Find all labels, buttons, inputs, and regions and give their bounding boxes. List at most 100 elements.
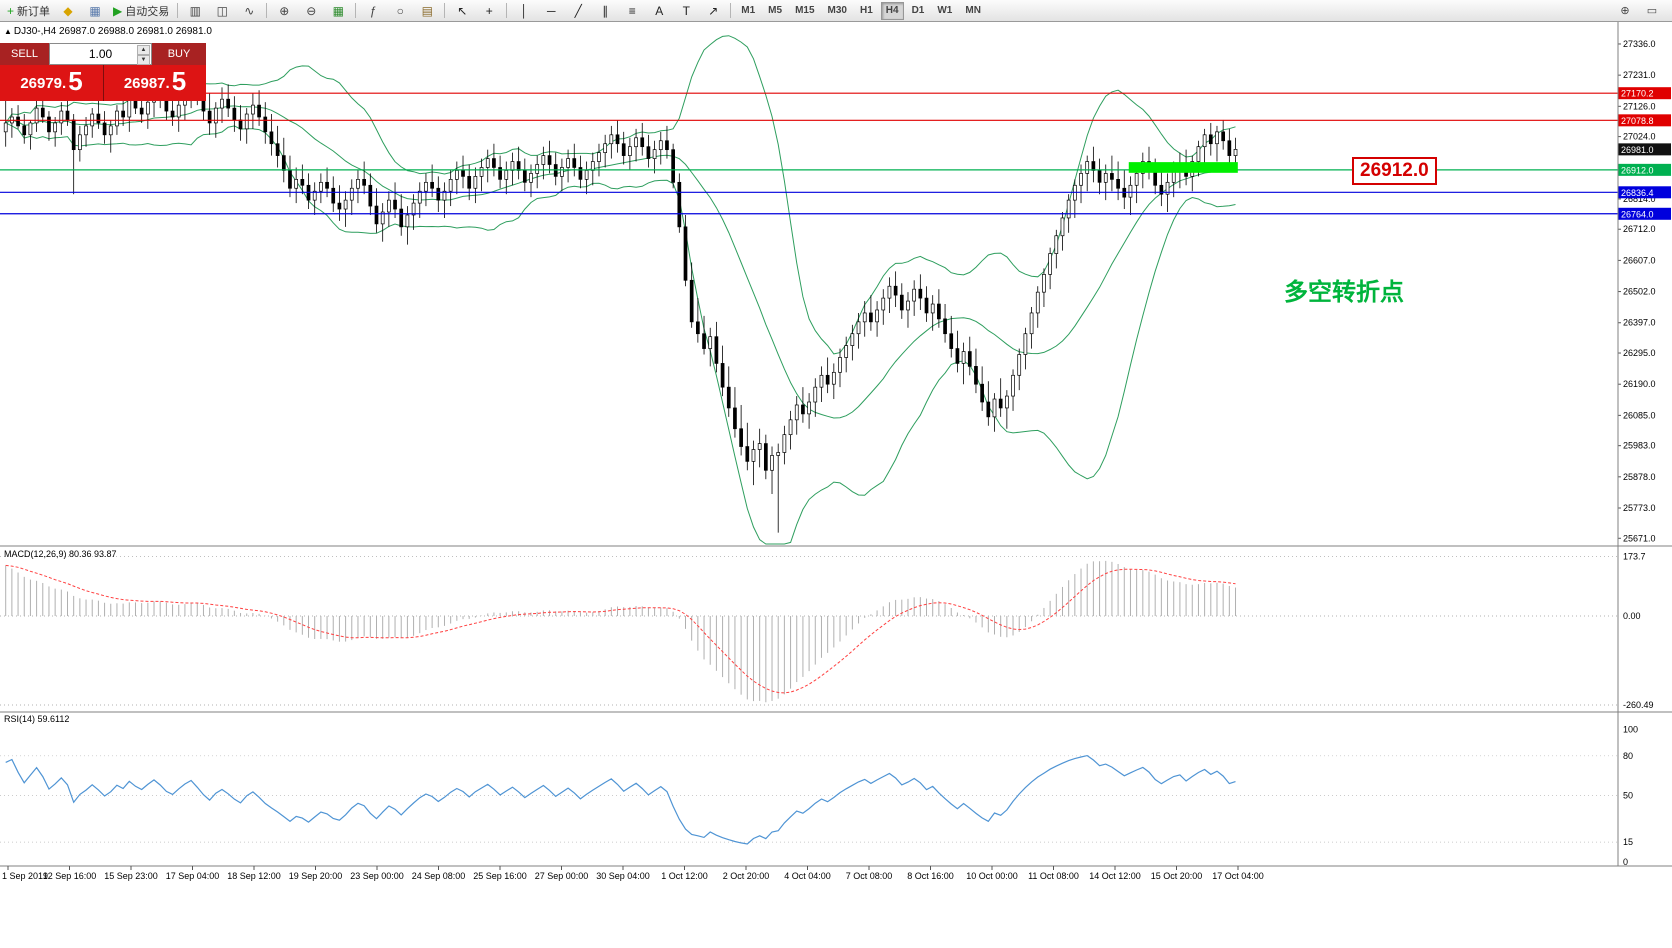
timeframe-w1[interactable]: W1: [937, 4, 953, 16]
volume-up-button[interactable]: ▲: [137, 45, 150, 55]
svg-text:26814.0: 26814.0: [1623, 194, 1656, 204]
vertical-line-button[interactable]: │: [511, 1, 537, 21]
timeframe-m5[interactable]: M5: [768, 4, 783, 16]
toolbar-separator: [177, 3, 179, 18]
templates-icon: ▤: [421, 3, 433, 18]
trendline-icon: ╱: [574, 3, 582, 18]
timeframe-h1[interactable]: H1: [859, 4, 873, 16]
trendline-button[interactable]: ╱: [565, 1, 591, 21]
svg-text:80: 80: [1623, 751, 1633, 761]
auto-trading-button[interactable]: ▶ 自动交易: [109, 1, 173, 21]
highlight-rectangle[interactable]: [1128, 162, 1238, 173]
line-chart-icon: ∿: [244, 3, 255, 18]
volume-down-button[interactable]: ▼: [137, 55, 150, 65]
label-icon: T: [682, 3, 690, 18]
channel-icon: ∥: [602, 3, 609, 18]
bollinger-bands: [5, 35, 1236, 545]
svg-text:30 Sep 04:00: 30 Sep 04:00: [596, 871, 650, 881]
toolbar-right-buttons: ⊕ ▭: [1612, 1, 1669, 21]
timeframe-m30[interactable]: M30: [827, 4, 847, 16]
arrows-button[interactable]: ↗: [700, 1, 726, 21]
timeframe-m1[interactable]: M1: [741, 4, 756, 16]
svg-text:1 Oct 12:00: 1 Oct 12:00: [661, 871, 708, 881]
symbol-label: DJ30-,H4: [13, 26, 57, 37]
horizontal-line-button[interactable]: ─: [538, 1, 564, 21]
macd-panel: 173.7 0.00 -260.49: [0, 552, 1654, 710]
price-axis[interactable]: 27336.027231.027126.027024.026919.026814…: [1618, 39, 1671, 543]
candlestick-button[interactable]: ◫: [209, 1, 235, 21]
line-chart-button[interactable]: ∿: [236, 1, 262, 21]
svg-text:12 Sep 16:00: 12 Sep 16:00: [43, 871, 97, 881]
buy-button[interactable]: BUY: [152, 43, 206, 65]
one-click-trading-panel: SELL 1.00 ▲ ▼ BUY 26979. 5 26987. 5: [0, 43, 206, 101]
tile-windows-icon: ▦: [332, 3, 344, 18]
svg-text:27231.0: 27231.0: [1623, 70, 1656, 80]
top-toolbar: + 新订单 ◆ ▦ ▶ 自动交易 ▥ ◫ ∿ ⊕ ⊖ ▦ ƒ ○ ▤ ↖ + │ ─ ╱ ∥ ≡ A T ↗ M1 M5 M15 M30…: [0, 0, 1672, 22]
svg-text:1 Sep 2019: 1 Sep 2019: [2, 871, 48, 881]
svg-text:26190.0: 26190.0: [1623, 379, 1656, 389]
svg-text:17 Oct 04:00: 17 Oct 04:00: [1212, 871, 1264, 881]
svg-text:26764.0: 26764.0: [1621, 209, 1654, 219]
chart-window-icon[interactable]: ◆: [55, 1, 81, 21]
timeframe-d1[interactable]: D1: [911, 4, 925, 16]
svg-text:25 Sep 16:00: 25 Sep 16:00: [473, 871, 527, 881]
zoom-in-icon: ⊕: [279, 3, 290, 18]
crosshair-button[interactable]: +: [476, 1, 502, 21]
monitor-icon-button[interactable]: ▭: [1639, 1, 1665, 21]
price-callout[interactable]: 26912.0: [1352, 157, 1437, 185]
bar-chart-button[interactable]: ▥: [182, 1, 208, 21]
svg-text:26712.0: 26712.0: [1623, 224, 1656, 234]
svg-text:100: 100: [1623, 724, 1638, 734]
chart-window-icon-icon: ◆: [63, 3, 73, 18]
svg-text:25983.0: 25983.0: [1623, 441, 1656, 451]
zoom-icon: ⊕: [1620, 5, 1630, 17]
text-button[interactable]: A: [646, 1, 672, 21]
volume-input[interactable]: 1.00 ▲ ▼: [49, 43, 152, 65]
timeframe-mn[interactable]: MN: [965, 4, 981, 16]
channel-button[interactable]: ∥: [592, 1, 618, 21]
candlestick-icon: ◫: [216, 3, 228, 18]
horizontal-line-objects[interactable]: [0, 92, 1618, 215]
toolbar-separator: [444, 3, 446, 18]
crosshair-icon: +: [485, 3, 493, 18]
svg-text:27078.8: 27078.8: [1621, 116, 1654, 126]
svg-text:25878.0: 25878.0: [1623, 472, 1656, 482]
buy-price-main: 26987.: [123, 74, 170, 92]
svg-text:4 Oct 04:00: 4 Oct 04:00: [784, 871, 831, 881]
horizontal-line-icon: ─: [546, 3, 556, 18]
zoom-icon-button[interactable]: ⊕: [1612, 1, 1638, 21]
periods-button[interactable]: ○: [387, 1, 413, 21]
buy-price[interactable]: 26987. 5: [104, 65, 206, 101]
text-icon: A: [655, 3, 664, 18]
label-button[interactable]: T: [673, 1, 699, 21]
new-order-icon: +: [7, 3, 15, 18]
sell-price[interactable]: 26979. 5: [0, 65, 104, 101]
new-order-button[interactable]: + 新订单: [3, 1, 54, 21]
svg-text:0.00: 0.00: [1623, 611, 1641, 621]
svg-text:27024.0: 27024.0: [1623, 132, 1656, 142]
timeframe-m15[interactable]: M15: [795, 4, 815, 16]
zoom-out-button[interactable]: ⊖: [298, 1, 324, 21]
sell-button[interactable]: SELL: [0, 43, 49, 65]
rsi-indicator-label: RSI(14) 59.6112: [4, 714, 70, 724]
timeframe-h4[interactable]: H4: [880, 1, 904, 20]
svg-text:27126.0: 27126.0: [1623, 101, 1656, 111]
indicators-button[interactable]: ƒ: [360, 1, 386, 21]
macd-indicator-label: MACD(12,26,9) 80.36 93.87: [4, 549, 117, 559]
svg-text:26502.0: 26502.0: [1623, 287, 1656, 297]
ohlc-values: 26987.0 26988.0 26981.0 26981.0: [58, 26, 212, 37]
market-watch-icon-icon: ▦: [89, 3, 101, 18]
tile-windows-button[interactable]: ▦: [325, 1, 351, 21]
zoom-in-button[interactable]: ⊕: [271, 1, 297, 21]
turning-point-note[interactable]: 多空转折点: [1284, 278, 1404, 306]
svg-text:26085.0: 26085.0: [1623, 410, 1656, 420]
cursor-button[interactable]: ↖: [449, 1, 475, 21]
market-watch-icon[interactable]: ▦: [82, 1, 108, 21]
fibonacci-button[interactable]: ≡: [619, 1, 645, 21]
templates-button[interactable]: ▤: [414, 1, 440, 21]
new-order-button-label: 新订单: [17, 5, 51, 18]
auto-trading-icon: ▶: [113, 3, 123, 18]
svg-text:24 Sep 08:00: 24 Sep 08:00: [412, 871, 466, 881]
